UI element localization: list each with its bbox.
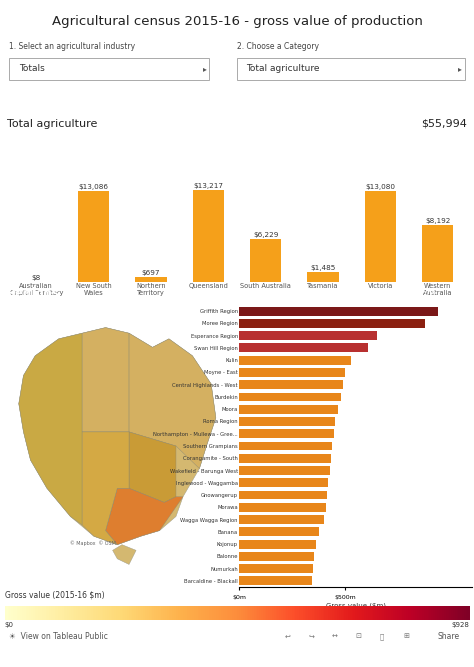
Text: ↪: ↪ — [308, 634, 314, 640]
Polygon shape — [19, 327, 216, 545]
Bar — [239, 564, 313, 573]
Text: $697: $697 — [142, 270, 160, 276]
Text: ⊞: ⊞ — [403, 634, 409, 640]
Bar — [192, 190, 224, 282]
Polygon shape — [82, 327, 129, 432]
Polygon shape — [113, 545, 136, 564]
Bar — [239, 344, 368, 352]
Polygon shape — [129, 334, 216, 468]
Bar — [239, 515, 324, 524]
Bar — [239, 576, 311, 585]
Text: $13,080: $13,080 — [365, 184, 395, 190]
Text: - scroll down for more: - scroll down for more — [334, 289, 436, 298]
Text: 2. Choose a Category: 2. Choose a Category — [237, 42, 319, 51]
Bar — [307, 271, 339, 282]
Bar — [78, 191, 109, 282]
Bar — [239, 540, 317, 548]
Text: Total agriculture: Total agriculture — [246, 65, 320, 73]
Text: ▸: ▸ — [458, 65, 462, 73]
Text: © Mapbox  © OSM: © Mapbox © OSM — [70, 540, 116, 546]
Text: ↔: ↔ — [332, 634, 337, 640]
Text: States: States — [7, 146, 50, 159]
FancyBboxPatch shape — [237, 58, 465, 80]
Bar — [422, 225, 454, 282]
Text: 1. Select an agricultural industry: 1. Select an agricultural industry — [9, 42, 136, 51]
Polygon shape — [129, 432, 176, 502]
Polygon shape — [106, 488, 183, 545]
Bar — [239, 380, 343, 389]
Bar — [239, 503, 326, 512]
Text: $8: $8 — [32, 275, 41, 281]
Text: $55,994: $55,994 — [421, 119, 467, 129]
Text: $928: $928 — [451, 622, 469, 628]
Text: ⊡: ⊡ — [356, 634, 361, 640]
Bar — [250, 239, 282, 282]
Text: $6,229: $6,229 — [253, 231, 278, 237]
Text: $13,086: $13,086 — [79, 184, 109, 190]
Polygon shape — [82, 432, 129, 545]
Bar — [239, 466, 330, 475]
Bar — [239, 552, 314, 561]
Bar — [239, 528, 319, 536]
Text: ☀  View on Tableau Public: ☀ View on Tableau Public — [9, 632, 109, 641]
Text: ⎙: ⎙ — [379, 633, 383, 640]
Bar — [239, 442, 332, 450]
Bar — [365, 191, 396, 282]
Text: Totals: Totals — [18, 65, 45, 73]
X-axis label: Gross value ($m): Gross value ($m) — [326, 602, 385, 609]
Text: $8,192: $8,192 — [425, 218, 450, 224]
Bar — [239, 307, 438, 315]
Bar — [239, 430, 334, 438]
Bar — [239, 368, 345, 377]
Text: Agricultural census 2015-16 - gross value of production: Agricultural census 2015-16 - gross valu… — [52, 15, 422, 29]
Text: Share: Share — [438, 632, 460, 641]
Bar — [239, 454, 331, 463]
Text: Gross value (2015-16 $m): Gross value (2015-16 $m) — [5, 590, 104, 600]
Polygon shape — [19, 334, 82, 525]
Bar — [135, 277, 167, 282]
Text: Regions: Regions — [7, 287, 60, 300]
Bar — [239, 393, 341, 402]
Text: $0: $0 — [5, 622, 14, 628]
FancyBboxPatch shape — [9, 58, 209, 80]
Bar — [239, 405, 337, 414]
Bar — [239, 331, 377, 340]
Text: Top regions: Top regions — [242, 287, 319, 300]
Bar — [239, 491, 327, 500]
Bar — [239, 356, 351, 365]
Bar — [239, 417, 336, 426]
Text: Total agriculture: Total agriculture — [7, 119, 98, 129]
Bar — [239, 478, 328, 487]
Text: $1,485: $1,485 — [310, 265, 336, 271]
Text: ↩: ↩ — [284, 634, 290, 640]
Text: ▸: ▸ — [203, 65, 207, 73]
Text: Australia: Australia — [7, 91, 70, 105]
Bar — [239, 319, 425, 327]
Text: $13,217: $13,217 — [193, 183, 223, 189]
